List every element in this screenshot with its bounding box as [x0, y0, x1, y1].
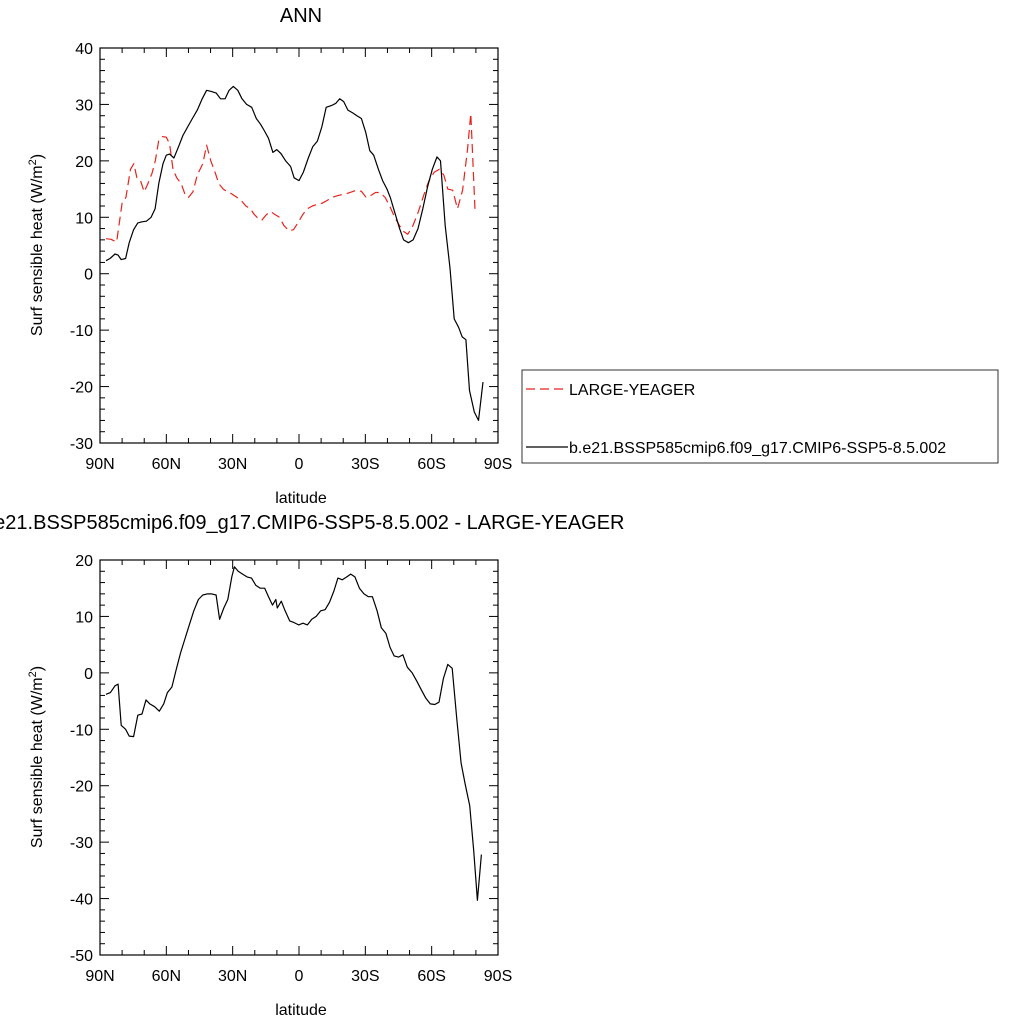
- top-xtick-label: 0: [295, 456, 304, 473]
- top-ytick-label: -30: [70, 436, 93, 453]
- bottom-chart-title: b.e21.BSSP585cmip6.f09_g17.CMIP6-SSP5-8.…: [0, 512, 625, 534]
- top-ytick-label: 0: [84, 267, 93, 284]
- top-chart-title: ANN: [280, 5, 322, 27]
- legend-label-model: b.e21.BSSP585cmip6.f09_g17.CMIP6-SSP5-8.…: [569, 440, 946, 457]
- bottom-xtick-label: 90S: [484, 968, 512, 985]
- top-xtick-label: 60S: [417, 456, 445, 473]
- bottom-ytick-label: -30: [70, 835, 93, 852]
- bottom-yaxis-label-sup: 2: [27, 671, 39, 677]
- top-xtick-label: 30S: [351, 456, 379, 473]
- bottom-ytick-label: 20: [75, 553, 93, 570]
- top-series-line-1: [105, 85, 484, 421]
- top-panel: ANN 90N 60N 30N 0 30S 60S 90S 40 30 20 10 0 -10 -20 -3…: [27, 5, 512, 507]
- legend-label-large-yeager: LARGE-YEAGER: [569, 382, 695, 399]
- bottom-yaxis-label-main: Surf sensible heat (W/m: [29, 677, 46, 848]
- bottom-xaxis-label: latitude: [275, 1002, 327, 1019]
- top-yaxis-label-end: ): [29, 154, 46, 159]
- bottom-series-line-0: [105, 566, 482, 901]
- bottom-xtick-label: 90N: [85, 968, 114, 985]
- legend-box: [521, 369, 999, 464]
- bottom-ytick-label: -10: [70, 722, 93, 739]
- bottom-xtick-label: 30N: [218, 968, 247, 985]
- bottom-plot-frame: [99, 559, 499, 956]
- bottom-xtick-label: 30S: [351, 968, 379, 985]
- top-xtick-label: 60N: [152, 456, 181, 473]
- top-xtick-label: 90N: [85, 456, 114, 473]
- top-ytick-label: 10: [75, 210, 93, 227]
- top-ticks: 90N 60N 30N 0 30S 60S 90S 40 30 20 10 0 -10 -20 -30: [70, 41, 512, 473]
- bottom-series: [105, 566, 482, 901]
- top-yaxis-label: Surf sensible heat (W/m2): [27, 154, 46, 336]
- bottom-ytick-label: 0: [84, 666, 93, 683]
- bottom-xtick-label: 60N: [152, 968, 181, 985]
- bottom-ytick-label: -20: [70, 779, 93, 796]
- top-yaxis-label-main: Surf sensible heat (W/m: [29, 165, 46, 336]
- top-ytick-label: 30: [75, 97, 93, 114]
- top-ytick-label: -20: [70, 380, 93, 397]
- bottom-xtick-label: 60S: [417, 968, 445, 985]
- bottom-ytick-label: -40: [70, 892, 93, 909]
- bottom-ticks: 90N 60N 30N 0 30S 60S 90S 20 10 0 -10 -20 -30 -40 -50: [70, 553, 512, 985]
- bottom-ytick-label: -50: [70, 948, 93, 965]
- legend: LARGE-YEAGER b.e21.BSSP585cmip6.f09_g17.…: [521, 369, 999, 464]
- bottom-yaxis-label: Surf sensible heat (W/m2): [27, 666, 46, 848]
- top-plot-frame: [99, 47, 499, 444]
- bottom-xtick-label: 0: [295, 968, 304, 985]
- top-xtick-label: 30N: [218, 456, 247, 473]
- top-ytick-label: -10: [70, 323, 93, 340]
- bottom-yaxis-label-end: ): [29, 666, 46, 671]
- top-xaxis-label: latitude: [275, 490, 327, 507]
- top-xtick-label: 90S: [484, 456, 512, 473]
- top-yaxis-label-sup: 2: [27, 159, 39, 165]
- top-series-line-0: [105, 112, 476, 243]
- top-ytick-label: 40: [75, 41, 93, 58]
- top-ytick-label: 20: [75, 154, 93, 171]
- bottom-ytick-label: 10: [75, 609, 93, 626]
- bottom-panel: b.e21.BSSP585cmip6.f09_g17.CMIP6-SSP5-8.…: [0, 512, 625, 1019]
- top-series: [105, 85, 484, 421]
